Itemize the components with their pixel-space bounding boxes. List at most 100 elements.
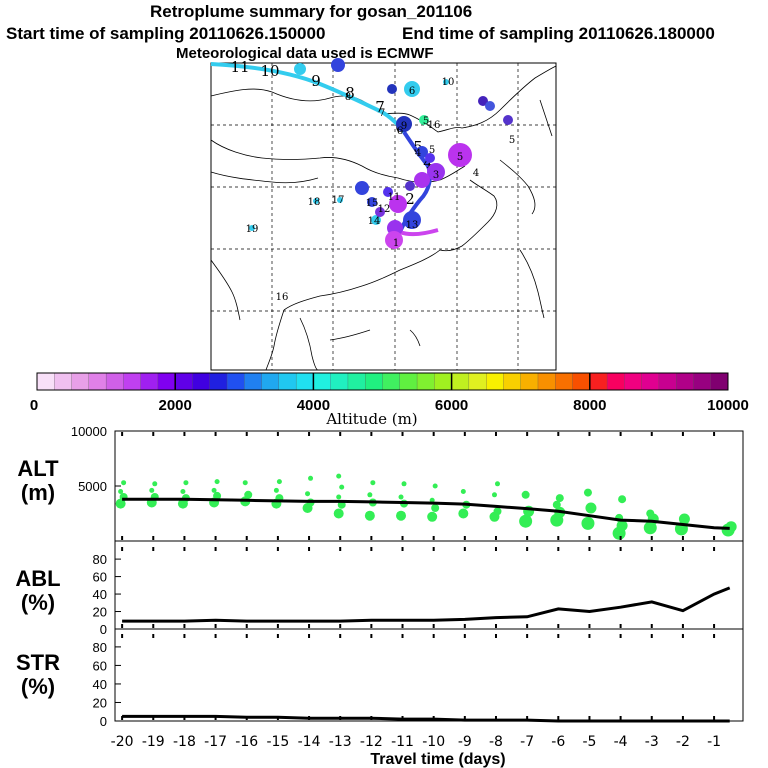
- cluster-label: 1: [393, 238, 399, 249]
- abl-ytick-label: 40: [93, 587, 107, 602]
- alt-scatter-point: [555, 494, 564, 503]
- particle-cluster: [294, 63, 306, 75]
- str-ytick-label: 60: [93, 658, 107, 673]
- str-top-marker: [681, 634, 684, 638]
- alt-scatter-point: [115, 498, 126, 509]
- str-top-marker: [494, 634, 497, 638]
- alt-top-marker: [713, 432, 716, 436]
- abl-bottom-marker: [339, 624, 342, 628]
- alt-bottom-marker: [526, 536, 529, 540]
- colorbar-cell: [36, 372, 55, 391]
- alt-bottom-marker: [432, 536, 435, 540]
- particle-cluster: [478, 96, 488, 106]
- trajectory-map: 1110987654321 61098765164545318171514131…: [210, 58, 557, 371]
- str-bottom-marker: [370, 716, 373, 720]
- alt-bottom-marker: [650, 536, 653, 540]
- alt-scatter-point: [521, 490, 530, 499]
- alt-scatter-point: [493, 507, 502, 516]
- alt-top-marker: [339, 432, 342, 436]
- alt-scatter-point: [494, 481, 500, 487]
- x-tick-label: -18: [173, 734, 196, 750]
- abl-bottom-marker: [183, 624, 186, 628]
- alt-ytick-label: 10000: [71, 424, 107, 439]
- colorbar-tick-label: 6000: [435, 397, 468, 414]
- abl-top-marker: [121, 547, 124, 551]
- x-tick-label: -8: [489, 734, 503, 750]
- alt-scatter-point: [273, 487, 279, 493]
- alt-scatter-point: [213, 491, 222, 500]
- abl-ylabel-bottom: (%): [21, 590, 55, 615]
- alt-scatter: [115, 473, 737, 540]
- trajectory-day-label: 11: [230, 58, 249, 76]
- alt-top-marker: [557, 432, 560, 436]
- str-ylabel-top: STR: [16, 650, 60, 675]
- abl-top-marker: [557, 547, 560, 551]
- str-bottom-marker: [183, 716, 186, 720]
- alt-top-marker: [370, 432, 373, 436]
- alt-scatter-point: [152, 481, 158, 487]
- particle-cluster: [385, 231, 403, 249]
- abl-bottom-marker: [650, 624, 653, 628]
- colorbar-cell: [192, 372, 211, 391]
- str-ytick-label: 80: [93, 640, 107, 655]
- colorbar-cell: [658, 372, 677, 391]
- particle-cluster: [416, 146, 428, 158]
- str-bottom-marker: [713, 716, 716, 720]
- particle-cluster: [371, 215, 381, 225]
- cluster-label: 11: [388, 192, 401, 203]
- alt-bottom-marker: [588, 536, 591, 540]
- colorbar-cell: [244, 372, 263, 391]
- alt-scatter-point: [678, 513, 690, 525]
- abl-bottom-marker: [494, 624, 497, 628]
- colorbar-cell: [123, 372, 142, 391]
- alt-top-marker: [463, 432, 466, 436]
- abl-top-marker: [152, 547, 155, 551]
- x-tick-label: -19: [142, 734, 165, 750]
- alt-top-marker: [588, 432, 591, 436]
- abl-panel-frame: [114, 540, 744, 630]
- cluster-label: 4: [473, 168, 479, 179]
- alt-scatter-point: [183, 480, 189, 486]
- particle-cluster: [313, 198, 319, 204]
- particle-cluster: [414, 172, 430, 188]
- x-tick-label: -12: [360, 734, 383, 750]
- str-top-marker: [650, 634, 653, 638]
- colorbar-cells: [36, 372, 729, 391]
- abl-bottom-marker: [526, 624, 529, 628]
- str-top-marker: [588, 634, 591, 638]
- particle-cluster: [503, 115, 513, 125]
- colorbar-cell: [140, 372, 159, 391]
- alt-scatter-point: [364, 510, 375, 521]
- colorbar-cell: [416, 372, 435, 391]
- alt-top-marker: [152, 432, 155, 436]
- str-ylabel-bottom: (%): [21, 674, 55, 699]
- str-y-ticks: 80 60 40 20 0: [93, 640, 121, 729]
- abl-top-marker: [339, 547, 342, 551]
- x-tick-label: -4: [614, 734, 628, 750]
- cluster-label: 8: [345, 92, 351, 103]
- trajectory-day-label: 7: [375, 98, 385, 116]
- alt-scatter-point: [242, 480, 248, 486]
- particle-cluster: [443, 79, 449, 85]
- colorbar-tick-labels: 0 2000 4000 6000 8000 10000: [30, 373, 749, 414]
- x-tick-label: -13: [329, 734, 352, 750]
- particle-cluster: [427, 163, 445, 181]
- cluster-label: 5: [429, 145, 435, 156]
- str-top-marker: [432, 634, 435, 638]
- colorbar-cell: [589, 372, 608, 391]
- abl-bottom-marker: [308, 624, 311, 628]
- abl-top-marker: [681, 547, 684, 551]
- cluster-label: 10: [442, 77, 455, 88]
- str-top-marker: [152, 634, 155, 638]
- alt-bottom-marker: [463, 536, 466, 540]
- str-top-marker: [619, 634, 622, 638]
- abl-top-marker: [588, 547, 591, 551]
- particle-cluster: [383, 187, 393, 197]
- str-bottom-marker: [152, 716, 155, 720]
- cluster-label: 19: [246, 224, 259, 235]
- colorbar-cell: [330, 372, 349, 391]
- colorbar-cell: [71, 372, 90, 391]
- alt-scatter-point: [339, 484, 345, 490]
- alt-top-markers: [121, 432, 716, 540]
